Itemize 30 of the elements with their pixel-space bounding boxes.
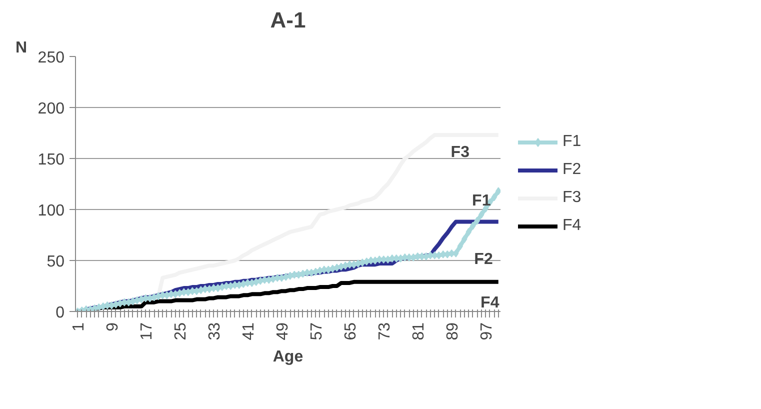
- legend-label: F3: [562, 188, 582, 206]
- x-tick-label: 25: [172, 322, 190, 340]
- y-tick-label: 150: [38, 152, 65, 168]
- annotation: F3: [450, 144, 470, 162]
- y-tick-label: 250: [38, 50, 65, 66]
- y-axis-title: N: [16, 40, 28, 56]
- x-tick-label: 33: [206, 322, 224, 340]
- x-axis-title: Age: [272, 348, 304, 366]
- y-tick-label: 200: [38, 100, 65, 118]
- legend-label: F4: [562, 216, 582, 234]
- chart-title: A-1: [270, 8, 306, 32]
- y-tick-label: 0: [56, 304, 65, 322]
- x-tick-label: 17: [138, 322, 156, 340]
- x-tick-label: 9: [104, 322, 122, 332]
- x-tick-label: 97: [478, 322, 496, 340]
- y-tick-label: 50: [46, 254, 65, 270]
- annotation: F1: [472, 192, 491, 210]
- annotation: F4: [480, 294, 500, 312]
- x-tick-label: 73: [376, 322, 394, 340]
- x-tick-label: 49: [274, 322, 292, 340]
- annotation: F2: [474, 251, 493, 268]
- x-tick-label: 89: [444, 322, 462, 340]
- x-tick-label: 57: [308, 322, 326, 340]
- x-tick-label: 81: [410, 322, 428, 340]
- legend-label: F2: [562, 160, 582, 178]
- y-tick-label: 100: [38, 202, 65, 220]
- legend-label: F1: [562, 132, 582, 150]
- x-tick-label: 1: [70, 322, 88, 332]
- x-tick-label: 65: [342, 322, 360, 340]
- x-tick-label: 41: [240, 322, 258, 340]
